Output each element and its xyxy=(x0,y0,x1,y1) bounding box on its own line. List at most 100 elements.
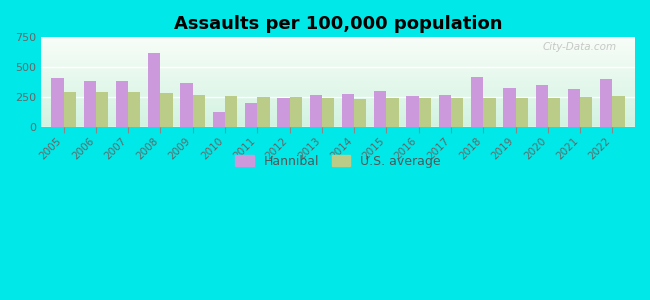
Bar xyxy=(41,92,635,93)
Bar xyxy=(568,89,580,127)
Bar xyxy=(515,98,528,127)
Bar xyxy=(181,83,192,127)
Bar xyxy=(96,92,108,127)
Bar xyxy=(41,44,635,45)
Bar xyxy=(41,91,635,92)
Bar xyxy=(41,59,635,60)
Bar xyxy=(41,68,635,69)
Bar xyxy=(41,116,635,117)
Bar xyxy=(41,76,635,77)
Bar xyxy=(41,69,635,70)
Bar xyxy=(289,97,302,127)
Bar xyxy=(41,55,635,56)
Bar xyxy=(41,112,635,113)
Bar xyxy=(41,61,635,62)
Bar xyxy=(41,113,635,114)
Bar xyxy=(41,110,635,111)
Bar xyxy=(41,94,635,95)
Bar xyxy=(41,74,635,75)
Bar xyxy=(225,96,237,127)
Bar xyxy=(41,38,635,39)
Bar xyxy=(374,91,386,127)
Bar xyxy=(386,98,398,127)
Bar xyxy=(41,89,635,90)
Bar xyxy=(41,40,635,41)
Bar xyxy=(41,66,635,67)
Bar xyxy=(41,48,635,49)
Bar xyxy=(257,97,270,127)
Bar xyxy=(41,119,635,120)
Title: Assaults per 100,000 population: Assaults per 100,000 population xyxy=(174,15,502,33)
Bar xyxy=(41,88,635,89)
Text: City-Data.com: City-Data.com xyxy=(543,42,618,52)
Bar xyxy=(41,120,635,121)
Bar xyxy=(41,64,635,65)
Bar xyxy=(41,47,635,48)
Bar xyxy=(41,46,635,47)
Bar xyxy=(128,92,140,127)
Bar xyxy=(41,42,635,43)
Bar xyxy=(41,105,635,106)
Bar xyxy=(41,73,635,74)
Bar xyxy=(41,60,635,61)
Bar xyxy=(41,49,635,50)
Bar xyxy=(41,106,635,107)
Bar xyxy=(41,63,635,64)
Bar xyxy=(41,56,635,57)
Bar xyxy=(41,102,635,103)
Bar xyxy=(41,57,635,58)
Bar xyxy=(41,95,635,96)
Bar xyxy=(41,41,635,42)
Bar xyxy=(41,100,635,101)
Bar xyxy=(148,53,161,127)
Bar xyxy=(41,101,635,102)
Bar xyxy=(41,54,635,55)
Bar xyxy=(41,111,635,112)
Bar xyxy=(41,72,635,73)
Bar xyxy=(41,86,635,87)
Bar xyxy=(245,103,257,127)
Bar xyxy=(41,118,635,119)
Bar xyxy=(84,80,96,127)
Bar xyxy=(41,51,635,52)
Bar xyxy=(41,117,635,118)
Bar xyxy=(41,62,635,63)
Bar xyxy=(406,96,419,127)
Bar xyxy=(41,98,635,99)
Bar xyxy=(41,90,635,91)
Bar xyxy=(41,77,635,78)
Bar xyxy=(41,125,635,126)
Bar xyxy=(41,70,635,71)
Bar xyxy=(41,50,635,51)
Bar xyxy=(354,99,367,127)
Bar xyxy=(471,77,483,127)
Bar xyxy=(41,108,635,109)
Bar xyxy=(41,103,635,104)
Bar xyxy=(536,85,548,127)
Bar xyxy=(161,93,173,127)
Bar xyxy=(41,124,635,125)
Bar xyxy=(41,97,635,98)
Bar xyxy=(41,80,635,81)
Bar xyxy=(41,40,635,41)
Bar xyxy=(213,112,225,127)
Bar xyxy=(41,107,635,108)
Bar xyxy=(548,98,560,127)
Bar xyxy=(41,122,635,123)
Bar xyxy=(41,37,635,38)
Bar xyxy=(41,52,635,53)
Bar xyxy=(580,97,592,127)
Bar xyxy=(192,95,205,127)
Bar xyxy=(41,96,635,97)
Bar xyxy=(41,53,635,54)
Bar xyxy=(41,115,635,116)
Bar xyxy=(278,98,289,127)
Bar xyxy=(503,88,515,127)
Bar xyxy=(64,92,76,127)
Bar xyxy=(451,98,463,127)
Bar xyxy=(41,121,635,122)
Bar xyxy=(41,123,635,124)
Bar xyxy=(41,87,635,88)
Bar xyxy=(483,98,495,127)
Bar xyxy=(41,114,635,115)
